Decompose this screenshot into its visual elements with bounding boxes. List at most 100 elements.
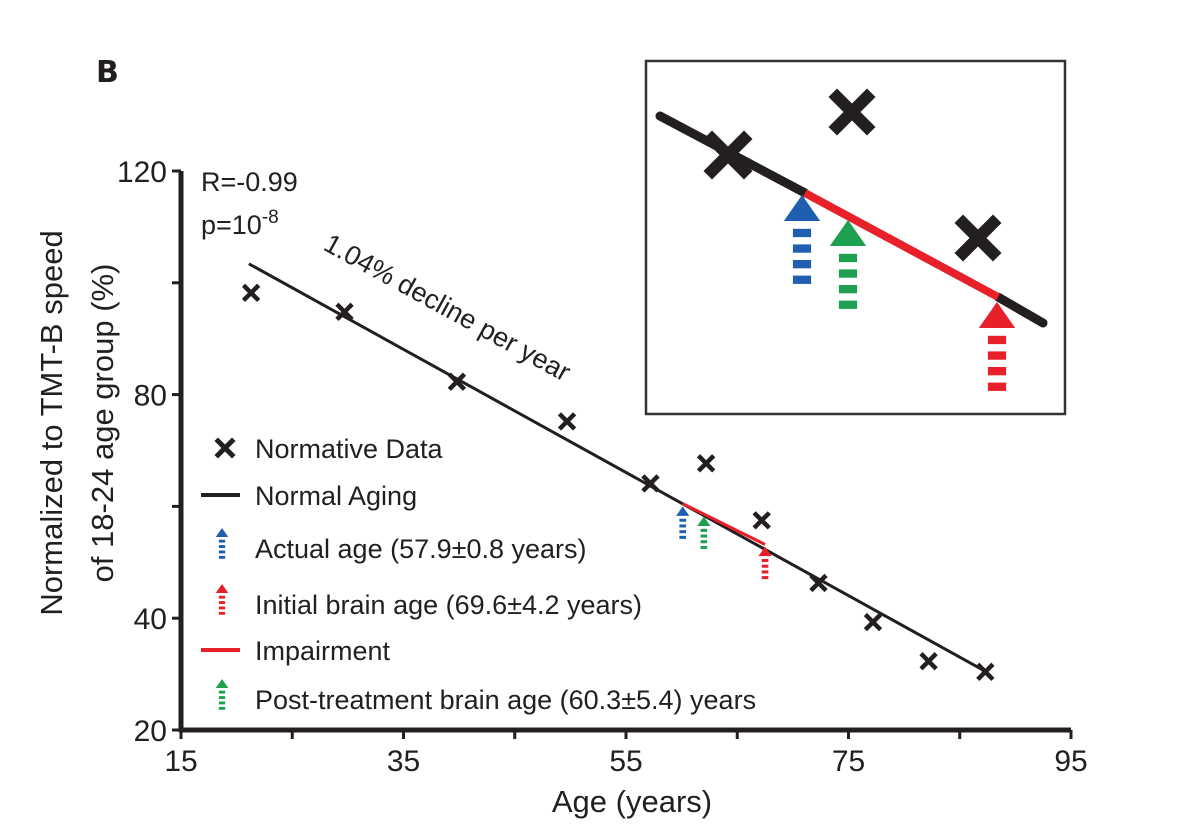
stats-annotation: R=-0.99 p=10-8 [201, 167, 298, 240]
r-value: R=-0.99 [201, 167, 298, 197]
legend-arrow-icon [215, 528, 229, 559]
arrow-dash [761, 564, 769, 568]
arrow-dash [218, 550, 226, 554]
arrow-head [697, 516, 711, 526]
inset-regression-line [993, 292, 1048, 328]
y-tick-label: 120 [117, 156, 167, 189]
arrow-dash [987, 382, 1007, 391]
x-stroke [809, 573, 828, 593]
arrow-dash [679, 535, 687, 539]
y-tick-label: 40 [134, 603, 167, 636]
legend-item: Actual age (57.9±0.8 years) [215, 528, 587, 564]
data-point [919, 652, 938, 671]
x-tick-label: 35 [387, 745, 420, 778]
x-stroke [557, 412, 577, 431]
arrow-dash [700, 540, 708, 544]
y-tick-label: 20 [134, 715, 167, 748]
arrow-head [783, 195, 821, 221]
plot-area [241, 262, 995, 682]
legend-arrow-icon [215, 679, 229, 710]
data-point [976, 662, 995, 682]
arrow-dash [838, 269, 858, 278]
legend: Normative Data Normal Aging Actual age (57… [201, 434, 756, 715]
data-point [241, 283, 261, 303]
panel-label: B [96, 55, 119, 90]
arrow-head [215, 584, 229, 593]
regression-line [248, 262, 987, 673]
legend-item: Initial brain age (69.6±4.2 years) [215, 584, 642, 620]
arrow-dash [700, 534, 708, 538]
arrow-dash [987, 335, 1007, 345]
arrow-head [676, 506, 690, 516]
arrow-dash [761, 558, 769, 563]
arrow-dash [838, 300, 858, 309]
legend-label: Initial brain age (69.6±4.2 years) [255, 590, 642, 620]
data-point [335, 302, 354, 322]
data-point [557, 412, 577, 431]
arrow-dash [700, 528, 708, 532]
x-stroke [863, 612, 883, 632]
slope-annotation: 1.04% decline per year [319, 228, 575, 387]
data-point [641, 474, 660, 493]
arrow-post-treatment-brain-age [697, 516, 711, 549]
arrow-dash [838, 253, 858, 263]
arrow-dash [792, 260, 812, 269]
arrow-dash [987, 351, 1007, 360]
legend-label: Post-treatment brain age (60.3±5.4) year… [255, 685, 756, 715]
y-axis-title: Normalized to TMT-B speed of 18-24 age g… [34, 230, 120, 615]
x-stroke [214, 437, 236, 459]
inset-arrow-initial-brain-age [978, 302, 1016, 391]
arrow-dash [218, 606, 226, 610]
arrow-dash [218, 701, 226, 705]
axes: 20 40 80 120 15 35 55 75 95 [117, 156, 1088, 778]
legend-item: Post-treatment brain age (60.3±5.4) year… [215, 679, 756, 715]
x-tick-label: 15 [164, 745, 197, 778]
impairment-line [682, 502, 766, 546]
x-stroke [641, 474, 660, 493]
x-tick-label: 75 [832, 745, 865, 778]
arrow-head [829, 220, 867, 246]
arrow-dash [679, 524, 687, 528]
x-tick-label: 55 [609, 745, 642, 778]
arrow-dash [761, 570, 769, 574]
data-point [696, 454, 716, 473]
data-point [752, 511, 771, 530]
legend-label: Actual age (57.9±0.8 years) [255, 534, 587, 564]
arrow-dash [218, 595, 226, 599]
arrow-dash [792, 275, 812, 284]
arrow-dash [218, 696, 226, 699]
legend-label: Impairment [255, 636, 391, 666]
inset-data-point [954, 214, 1002, 262]
arrow-head [758, 546, 772, 557]
arrow-dash [218, 555, 226, 559]
y-tick-label: 80 [134, 380, 167, 413]
x-stroke [447, 372, 467, 391]
x-tick-label: 95 [1054, 745, 1087, 778]
arrow-dash [218, 601, 226, 604]
arrow-dash [792, 228, 812, 238]
arrow-dash [218, 539, 226, 543]
x-stroke [696, 454, 716, 473]
legend-label: Normal Aging [255, 481, 417, 511]
arrow-actual-age [676, 506, 690, 539]
y-axis-title-line1: Normalized to TMT-B speed [34, 230, 69, 615]
arrow-dash [218, 706, 226, 710]
arrow-dash [987, 367, 1007, 376]
x-stroke [954, 214, 1002, 262]
p-prefix: p=10 [201, 210, 262, 240]
p-value: p=10-8 [201, 207, 279, 240]
arrow-head [978, 302, 1016, 328]
arrow-dash [679, 530, 687, 534]
data-point [447, 372, 467, 391]
legend-item: Normative Data [214, 434, 444, 464]
arrow-initial-brain-age [758, 546, 772, 580]
arrow-dash [679, 518, 687, 522]
arrow-dash [761, 576, 769, 580]
p-exponent: -8 [262, 207, 279, 228]
arrow-dash [838, 285, 858, 294]
x-stroke [752, 511, 771, 530]
y-axis-title-line2: of 18-24 age group (%) [85, 264, 120, 583]
legend-x-icon [214, 437, 236, 459]
data-point [809, 573, 828, 593]
